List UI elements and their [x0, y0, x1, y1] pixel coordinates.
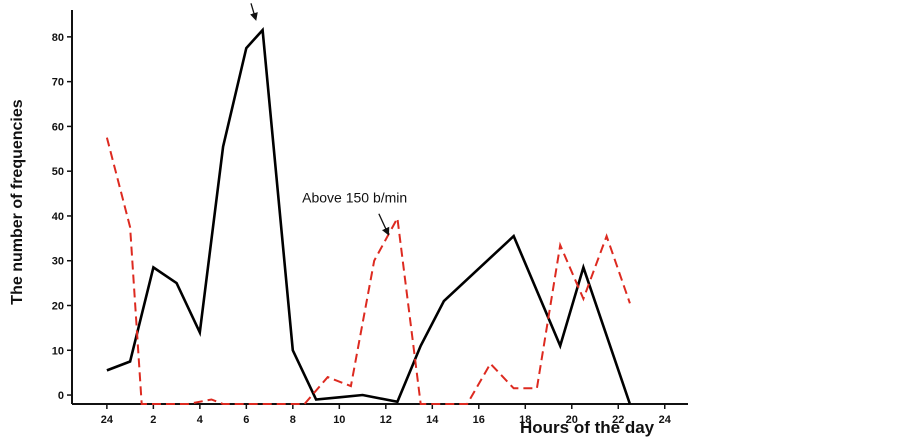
x-tick-label: 10: [333, 414, 345, 426]
y-axis-label: The number of frequencies: [9, 99, 26, 304]
x-tick-label: 4: [197, 414, 204, 426]
x-tick-label: 14: [426, 414, 439, 426]
x-tick-label: 24: [659, 414, 672, 426]
annotation-arrow: [250, 3, 258, 21]
x-tick-label: 8: [290, 414, 296, 426]
series-line-1: [106, 27, 632, 405]
x-tick-label: 22: [612, 414, 624, 426]
x-tick-label: 12: [380, 414, 392, 426]
x-axis-label: Hours of the day: [520, 418, 655, 437]
x-tick-label: 24: [101, 414, 114, 426]
y-tick-label: 60: [52, 121, 64, 133]
x-tick-label: 16: [473, 414, 485, 426]
annotation-text: Above 150 b/min: [302, 190, 407, 206]
y-tick-label: 40: [52, 211, 64, 223]
y-tick-label: 50: [52, 166, 64, 178]
x-tick-label: 20: [566, 414, 578, 426]
series-line-2: [105, 137, 631, 405]
y-tick-label: 80: [52, 32, 64, 44]
x-tick-label: 6: [243, 414, 249, 426]
y-tick-label: 30: [52, 256, 64, 268]
y-tick-label: 10: [52, 345, 64, 357]
y-tick-label: 20: [52, 301, 64, 313]
y-tick-label: 70: [52, 77, 64, 89]
x-tick-label: 18: [519, 414, 531, 426]
annotation-arrow: [378, 213, 390, 236]
x-tick-label: 2: [150, 414, 156, 426]
y-tick-label: 0: [58, 390, 64, 402]
